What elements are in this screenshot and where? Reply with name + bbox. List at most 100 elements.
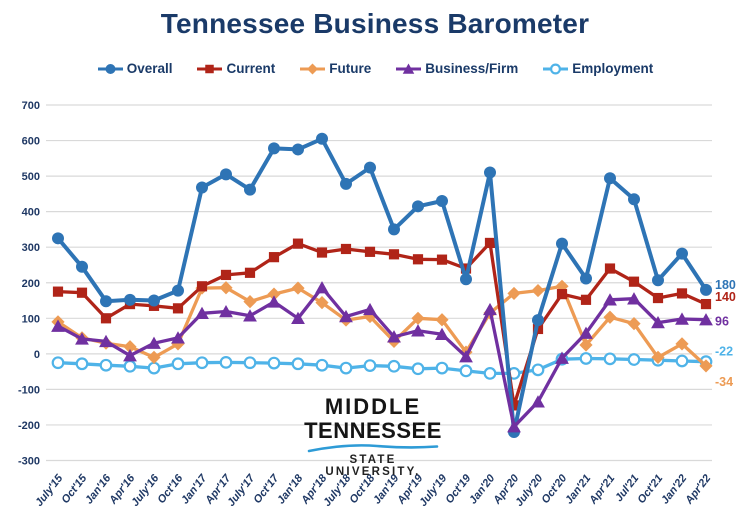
legend-label-business-firm: Business/Firm xyxy=(425,61,519,76)
y-tick-label: -100 xyxy=(18,384,40,396)
series-future-marker xyxy=(675,337,689,351)
legend-marker-shape xyxy=(403,63,415,74)
y-tick-label: 300 xyxy=(22,242,40,254)
series-overall-marker xyxy=(484,166,496,179)
legend-item-future: Future xyxy=(299,61,371,76)
y-tick-label: 700 xyxy=(22,100,40,112)
y-tick-label: 100 xyxy=(22,313,40,325)
series-overall-marker xyxy=(100,295,112,308)
legend-item-current: Current xyxy=(196,61,275,76)
series-current-marker xyxy=(340,243,352,255)
y-tick-label: 500 xyxy=(22,171,40,183)
series-overall-marker xyxy=(316,132,328,145)
legend-label-overall: Overall xyxy=(126,61,173,76)
series-future-marker xyxy=(579,338,593,352)
series-overall-marker xyxy=(364,161,376,174)
series-employment-marker xyxy=(411,362,425,376)
legend-marker-current-icon xyxy=(197,64,223,73)
series-business-firm-marker xyxy=(627,292,641,305)
series-future-marker xyxy=(267,287,281,301)
series-current-marker xyxy=(460,263,472,274)
series-employment-marker xyxy=(291,357,305,371)
series-current-marker xyxy=(100,313,112,324)
series-employment-marker xyxy=(51,356,65,370)
x-tick-label: July'15 xyxy=(33,472,66,509)
series-future-marker xyxy=(699,359,713,373)
series-business-firm-marker xyxy=(267,295,281,308)
series-employment-marker xyxy=(123,359,137,373)
series-business-firm-line xyxy=(56,286,708,429)
series-employment-marker xyxy=(435,361,449,375)
legend-marker-shape xyxy=(307,63,319,74)
series-future-marker xyxy=(123,340,137,354)
series-overall-marker xyxy=(76,260,88,273)
series-future-marker xyxy=(291,281,305,295)
legend-label-employment: Employment xyxy=(572,61,654,76)
series-overall-marker xyxy=(436,194,448,207)
series-employment-marker xyxy=(483,367,497,380)
series-business-firm-marker xyxy=(531,395,545,408)
series-overall-marker xyxy=(412,200,424,213)
series-business-firm-marker xyxy=(699,313,713,326)
series-employment-marker xyxy=(267,356,281,370)
series-employment-marker xyxy=(99,358,113,372)
mtsu-logo-state-university: STATE UNIVERSITY. xyxy=(325,454,421,478)
series-employment-marker xyxy=(579,352,593,365)
series-future-marker xyxy=(435,313,449,327)
legend-marker-employment-icon xyxy=(543,62,569,75)
series-overall-marker xyxy=(388,223,400,236)
y-tick-label: 600 xyxy=(22,136,40,148)
series-current-marker xyxy=(412,254,424,265)
series-future-marker xyxy=(651,350,665,365)
series-business-firm-marker xyxy=(651,315,665,329)
series-business-firm-marker xyxy=(291,311,305,324)
series-business-firm-marker xyxy=(171,331,185,344)
series-business-firm-marker xyxy=(555,351,569,364)
series-employment-marker xyxy=(603,352,617,366)
series-business-firm-marker xyxy=(339,309,353,323)
series-current-marker xyxy=(244,267,256,278)
y-tick-label: 0 xyxy=(34,349,40,361)
y-tick-label: -200 xyxy=(18,420,40,432)
legend-marker-business-firm-icon xyxy=(396,63,422,74)
series-overall-marker xyxy=(244,183,256,196)
series-business-firm-marker xyxy=(483,302,497,316)
series-overall-marker xyxy=(460,273,472,286)
series-business-firm-marker xyxy=(435,327,449,340)
series-current-marker xyxy=(196,281,208,292)
legend-marker-overall-icon xyxy=(97,63,123,74)
series-business-firm-marker xyxy=(579,326,593,339)
legend-item-business-firm: Business/Firm xyxy=(395,61,518,76)
series-overall-marker xyxy=(556,237,568,250)
series-current-marker xyxy=(436,254,448,265)
series-business-firm-marker xyxy=(195,306,209,320)
series-current-marker xyxy=(268,252,280,263)
series-employment-marker xyxy=(339,361,353,375)
series-overall-marker xyxy=(292,143,304,156)
series-current-marker xyxy=(580,294,592,305)
series-overall xyxy=(52,132,712,439)
series-current-marker xyxy=(52,286,64,297)
series-business-firm-marker xyxy=(507,420,521,433)
series-future-marker xyxy=(315,296,329,310)
series-overall-marker xyxy=(148,294,160,307)
end-label-employment: -22 xyxy=(715,345,733,359)
series-current-marker xyxy=(508,400,520,411)
series-future-marker xyxy=(147,350,161,365)
series-overall-marker xyxy=(220,168,232,181)
series-overall-marker xyxy=(700,283,712,296)
legend-marker-future-icon xyxy=(300,63,326,74)
series-business-firm-marker xyxy=(99,334,113,348)
series-employment-marker xyxy=(459,364,473,378)
series-overall-marker xyxy=(676,247,688,260)
series-employment-marker xyxy=(315,358,329,372)
series-business-firm-marker xyxy=(75,332,89,345)
series-current-marker xyxy=(556,289,568,300)
series-current-marker xyxy=(628,276,640,287)
series-current-marker xyxy=(676,288,688,299)
series-current-marker xyxy=(220,269,232,281)
series-business-firm-marker xyxy=(387,330,401,343)
chart-legend: Overall Current Future Business/Firm Employm… xyxy=(0,61,750,76)
legend-item-employment: Employment xyxy=(542,61,653,76)
